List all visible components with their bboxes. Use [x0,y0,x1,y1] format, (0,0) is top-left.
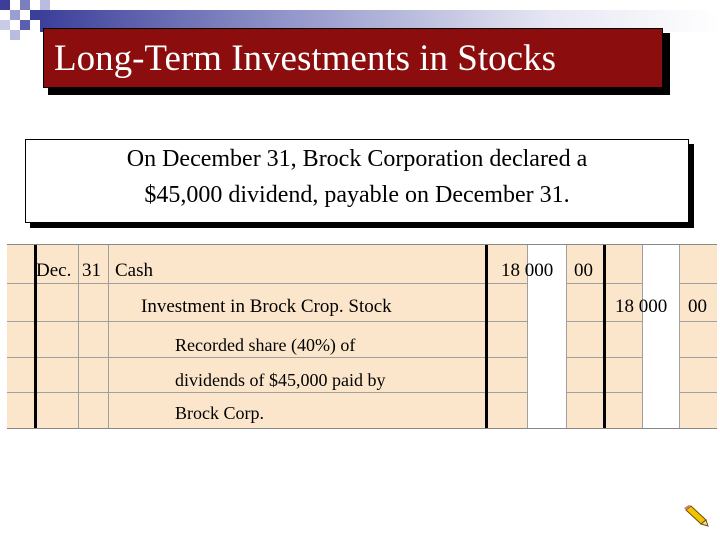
column-rule [108,245,109,428]
explanation-line-3: Brock Corp. [175,403,264,423]
checker-decoration [0,0,60,45]
journal-entry-table: Dec. 31 Cash 18 000 00 Investment in Bro… [7,244,717,429]
column-rule-thick [485,245,488,428]
column-rule-thick [603,245,606,428]
pencil-icon[interactable] [684,505,710,527]
explanation-line-1: Recorded share (40%) of [175,335,356,355]
slide-title: Long-Term Investments in Stocks [54,37,556,79]
row-divider [7,283,717,284]
description-box: On December 31, Brock Corporation declar… [25,139,689,223]
description-line-1: On December 31, Brock Corporation declar… [126,146,588,172]
header-gradient-band [40,10,720,32]
credit-account: Investment in Brock Crop. Stock [141,296,392,317]
credit-cents: 00 [688,296,707,317]
entry-month: Dec. [36,260,72,281]
debit-cents: 00 [574,260,593,281]
explanation-line-2: dividends of $45,000 paid by [175,370,386,390]
row-divider [7,321,717,322]
entry-day: 31 [82,260,101,281]
debit-account: Cash [115,260,153,281]
credit-amount: 18 000 [615,296,668,317]
row-divider [7,357,717,358]
row-divider [7,392,717,393]
column-rule-thick [34,245,37,428]
column-rule [78,245,79,428]
debit-amount: 18 000 [501,260,554,281]
title-box: Long-Term Investments in Stocks [43,28,663,88]
description-line-2: $45,000 dividend, payable on December 31… [144,182,570,208]
credit-cents-column [642,245,680,428]
debit-cents-column [527,245,567,428]
